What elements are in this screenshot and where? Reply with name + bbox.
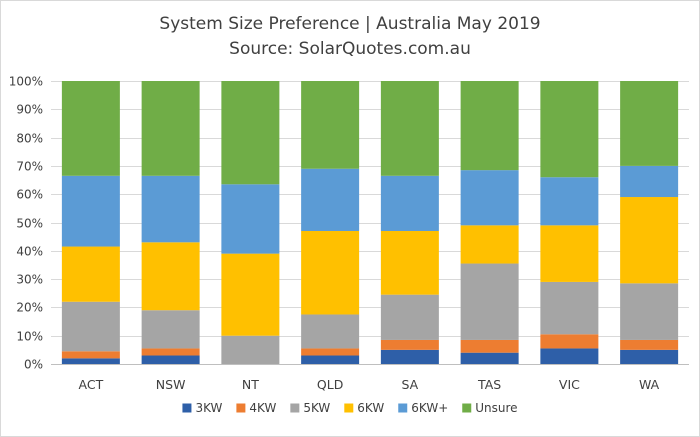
legend-label: 5KW xyxy=(303,401,330,415)
bar-segment xyxy=(221,81,280,185)
bar-segment xyxy=(540,334,599,349)
bar-segment xyxy=(380,175,439,231)
bar-segment xyxy=(301,230,360,315)
bar-segment xyxy=(61,175,120,247)
y-tick-label: 0% xyxy=(24,358,43,372)
bar-segment xyxy=(380,81,439,176)
bar-segment xyxy=(460,352,519,364)
bar-segment xyxy=(540,281,599,335)
x-axis-ticks: ACT NSW NT QLD SA TAS VIC WA xyxy=(79,377,660,392)
bar-segment xyxy=(540,348,599,364)
bar-segment xyxy=(61,351,120,359)
bar-segment xyxy=(540,81,599,178)
bar-segment xyxy=(61,358,120,364)
bar-segment xyxy=(460,225,519,264)
bar-segment xyxy=(620,165,679,198)
bar-segment xyxy=(540,177,599,226)
x-tick-label: NT xyxy=(242,377,259,392)
bar-segment xyxy=(380,230,439,295)
bar-segment xyxy=(380,349,439,364)
chart-title: System Size Preference | Australia May 2… xyxy=(159,14,540,34)
legend-item: 5KW xyxy=(290,401,330,415)
bar-segment xyxy=(61,81,120,176)
y-tick-label: 70% xyxy=(16,160,43,174)
bar-segment xyxy=(620,339,679,350)
bar-segment xyxy=(141,242,200,311)
x-tick-label: TAS xyxy=(477,377,501,392)
bar-segment xyxy=(141,355,200,364)
bar-segment xyxy=(301,81,360,169)
y-tick-label: 10% xyxy=(16,330,43,344)
legend-label: 4KW xyxy=(249,401,276,415)
legend-label: 6KW xyxy=(357,401,384,415)
legend: 3KW 4KW 5KW 6KW 6KW+ Unsure xyxy=(182,401,518,415)
y-tick-label: 30% xyxy=(16,273,43,287)
legend-swatch xyxy=(344,403,354,413)
y-tick-label: 60% xyxy=(16,188,43,202)
x-tick-label: SA xyxy=(402,377,419,392)
legend-item: Unsure xyxy=(462,401,518,415)
bar-segment xyxy=(620,197,679,284)
bar-segment xyxy=(141,310,200,349)
bar-segment xyxy=(620,283,679,340)
legend-item: 4KW xyxy=(236,401,276,415)
bar-segment xyxy=(61,301,120,352)
x-tick-label: QLD xyxy=(317,377,343,392)
bar-segment xyxy=(540,225,599,282)
bar-segment xyxy=(380,294,439,340)
bar-segment xyxy=(460,339,519,353)
legend-label: 3KW xyxy=(195,401,222,415)
legend-item: 3KW xyxy=(182,401,223,415)
bar-segment xyxy=(61,246,120,302)
legend-swatch xyxy=(290,403,300,413)
bars xyxy=(61,81,679,364)
bar-segment xyxy=(460,81,519,171)
bar-segment xyxy=(141,348,200,356)
legend-item: 6KW xyxy=(344,401,384,415)
y-tick-label: 50% xyxy=(16,217,43,231)
x-tick-label: NSW xyxy=(156,377,186,392)
bar-segment xyxy=(301,168,360,231)
legend-item: 6KW+ xyxy=(398,401,448,415)
y-tick-label: 80% xyxy=(16,132,43,146)
y-axis-ticks: 0% 10% 20% 30% 40% 50% 60% 70% 80% 90% 100% xyxy=(9,75,43,372)
bar-segment xyxy=(620,349,679,364)
x-tick-label: VIC xyxy=(559,377,580,392)
legend-label: Unsure xyxy=(475,401,517,415)
bar-segment xyxy=(380,339,439,350)
y-tick-label: 100% xyxy=(9,75,43,89)
bar-segment xyxy=(301,355,360,364)
legend-label: 6KW+ xyxy=(411,401,448,415)
bar-segment xyxy=(221,335,280,364)
bar-segment xyxy=(460,170,519,226)
bar-segment xyxy=(141,175,200,243)
bar-segment xyxy=(460,263,519,340)
y-tick-label: 20% xyxy=(16,301,43,315)
legend-swatch xyxy=(182,403,192,413)
bar-segment xyxy=(221,253,280,336)
bar-segment xyxy=(141,81,200,176)
bar-segment xyxy=(620,81,679,166)
bar-segment xyxy=(301,348,360,356)
legend-swatch xyxy=(398,403,408,413)
chart-subtitle: Source: SolarQuotes.com.au xyxy=(229,39,471,59)
legend-swatch xyxy=(462,403,472,413)
bar-segment xyxy=(221,184,280,254)
y-tick-label: 90% xyxy=(16,103,43,117)
x-tick-label: WA xyxy=(639,377,660,392)
legend-swatch xyxy=(236,403,246,413)
bar-segment xyxy=(301,314,360,349)
x-tick-label: ACT xyxy=(79,377,104,392)
y-tick-label: 40% xyxy=(16,245,43,259)
